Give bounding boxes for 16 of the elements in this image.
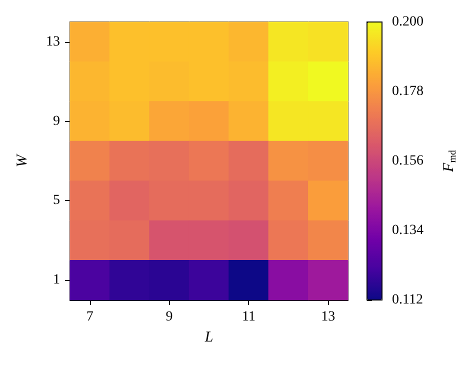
x-tick-label: 7 [86, 310, 94, 324]
x-tick-label: 11 [242, 310, 256, 324]
color-bar-label: 0.112 [392, 292, 423, 308]
y-tick-label: 5 [53, 193, 60, 208]
y-tick-label: 13 [46, 34, 60, 50]
color-bar-label: 0.134 [392, 223, 424, 238]
x-axis-title: L [204, 330, 214, 346]
y-tick-label: 9 [53, 114, 60, 129]
color-bar-label: 0.178 [392, 84, 424, 99]
x-tick-label: 13 [321, 310, 336, 324]
x-tick-label: 9 [166, 310, 173, 324]
color-bar-title: Fmd [441, 150, 458, 173]
y-tick-label: 1 [53, 272, 60, 288]
color-bar-label: 0.156 [392, 154, 424, 168]
y-axis-title: W [14, 153, 30, 168]
color-bar-label: 0.200 [392, 14, 424, 30]
